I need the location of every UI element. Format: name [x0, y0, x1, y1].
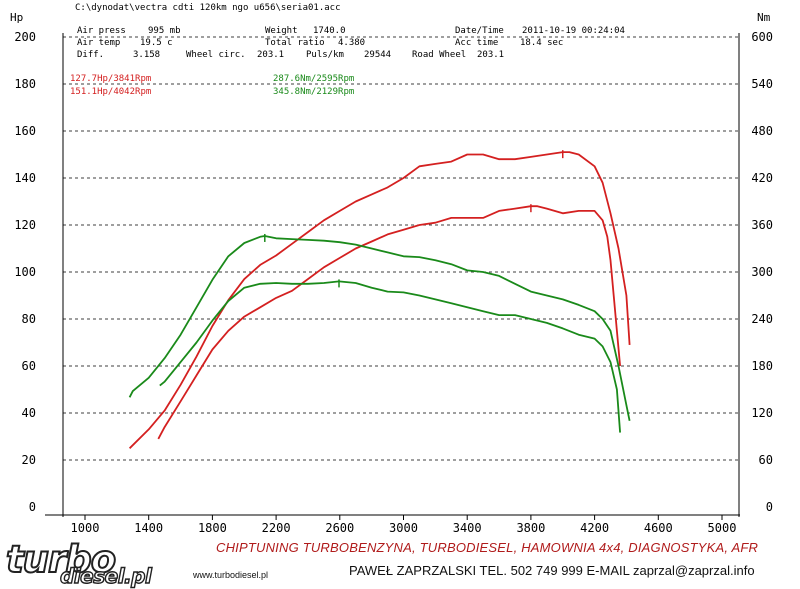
left-tick-label: 20 [22, 453, 36, 467]
puls-km-label: Puls/km [306, 50, 344, 60]
wheel-circ-value: 203.1 [257, 50, 284, 60]
road-wheel-label: Road Wheel [412, 50, 466, 60]
x-tick-label: 3000 [389, 521, 418, 535]
x-tick-label: 4200 [580, 521, 609, 535]
footer-contact: PAWEŁ ZAPRZALSKI TEL. 502 749 999 E-MAIL… [349, 563, 755, 578]
peak-label-hp-after: 127.7Hp/3841Rpm [70, 74, 151, 84]
air-press-value: 995 mb [148, 26, 181, 36]
right-tick-label: 240 [751, 312, 773, 326]
peak-label-hp-before: 151.1Hp/4042Rpm [70, 87, 151, 97]
air-temp-label: Air temp [77, 38, 120, 48]
left-tick-label: 80 [22, 312, 36, 326]
website-link[interactable]: www.turbodiesel.pl [193, 570, 269, 580]
right-axis-ticks: 0 60 120 180 240 300 360 420 480 540 600 [751, 30, 773, 514]
right-tick-label: 360 [751, 218, 773, 232]
right-tick-label: 0 [766, 500, 773, 514]
left-axis-unit: Hp [10, 11, 23, 24]
peak-label-nm-before: 345.8Nm/2129Rpm [273, 87, 354, 97]
right-axis-unit: Nm [757, 11, 771, 24]
x-tick-label: 2200 [262, 521, 291, 535]
x-tick-label: 2600 [325, 521, 354, 535]
chart-grid [63, 36, 739, 461]
weight-label: Weight [265, 26, 298, 36]
acc-time-label: Acc time [455, 38, 498, 48]
x-tick-label: 1800 [198, 521, 227, 535]
right-tick-label: 600 [751, 30, 773, 44]
left-axis-ticks: 0 20 40 60 80 100 120 140 160 180 200 [14, 30, 36, 514]
left-tick-label: 200 [14, 30, 36, 44]
x-tick-label: 3800 [516, 521, 545, 535]
air-press-label: Air press [77, 26, 126, 36]
x-tick-label: 3400 [453, 521, 482, 535]
chart-series [128, 150, 631, 449]
total-ratio-label: Total ratio [265, 38, 325, 48]
x-axis-ticks: 1000 1400 1800 2200 2600 3000 3400 3800 4200 4600… [71, 515, 737, 535]
total-ratio-value: 4.380 [338, 38, 365, 48]
left-tick-label: 120 [14, 218, 36, 232]
diff-label: Diff. [77, 50, 104, 60]
left-tick-label: 60 [22, 359, 36, 373]
right-tick-label: 480 [751, 124, 773, 138]
x-tick-label: 5000 [708, 521, 737, 535]
peak-labels: 127.7Hp/3841Rpm 151.1Hp/4042Rpm 287.6Nm/… [70, 74, 354, 97]
puls-km-value: 29544 [364, 50, 391, 60]
datetime-label: Date/Time [455, 26, 504, 36]
left-tick-label: 160 [14, 124, 36, 138]
x-tick-label: 1000 [71, 521, 100, 535]
diff-value: 3.158 [133, 50, 160, 60]
road-wheel-value: 203.1 [477, 50, 504, 60]
air-temp-value: 19.5 c [140, 38, 173, 48]
left-tick-label: 0 [29, 500, 36, 514]
file-path: C:\dynodat\vectra cdti 120km ngo u656\se… [75, 3, 341, 13]
right-tick-label: 120 [751, 406, 773, 420]
logo-sub-text: diesel.pl [59, 563, 152, 588]
right-tick-label: 420 [751, 171, 773, 185]
x-tick-label: 1400 [134, 521, 163, 535]
run-info-header: C:\dynodat\vectra cdti 120km ngo u656\se… [75, 3, 625, 60]
wheel-circ-label: Wheel circ. [186, 50, 246, 60]
series-line-1 [128, 151, 631, 449]
chart-axes [45, 33, 740, 517]
turbodiesel-logo: turbo diesel.pl [0, 537, 185, 589]
series-line-3 [128, 235, 631, 421]
left-tick-label: 100 [14, 265, 36, 279]
left-tick-label: 140 [14, 171, 36, 185]
series-line-2 [157, 205, 621, 440]
peak-label-nm-after: 287.6Nm/2595Rpm [273, 74, 354, 84]
left-tick-label: 40 [22, 406, 36, 420]
right-tick-label: 60 [759, 453, 773, 467]
footer-services: CHIPTUNING TURBOBENZYNA, TURBODIESEL, HA… [216, 540, 759, 555]
series-line-4 [159, 280, 621, 433]
acc-time-value: 18.4 sec [520, 38, 563, 48]
right-tick-label: 180 [751, 359, 773, 373]
logo-main-text: turbo [5, 537, 117, 582]
right-tick-label: 300 [751, 265, 773, 279]
datetime-value: 2011-10-19 00:24:04 [522, 26, 625, 36]
weight-value: 1740.0 [313, 26, 346, 36]
right-tick-label: 540 [751, 77, 773, 91]
left-tick-label: 180 [14, 77, 36, 91]
x-tick-label: 4600 [644, 521, 673, 535]
